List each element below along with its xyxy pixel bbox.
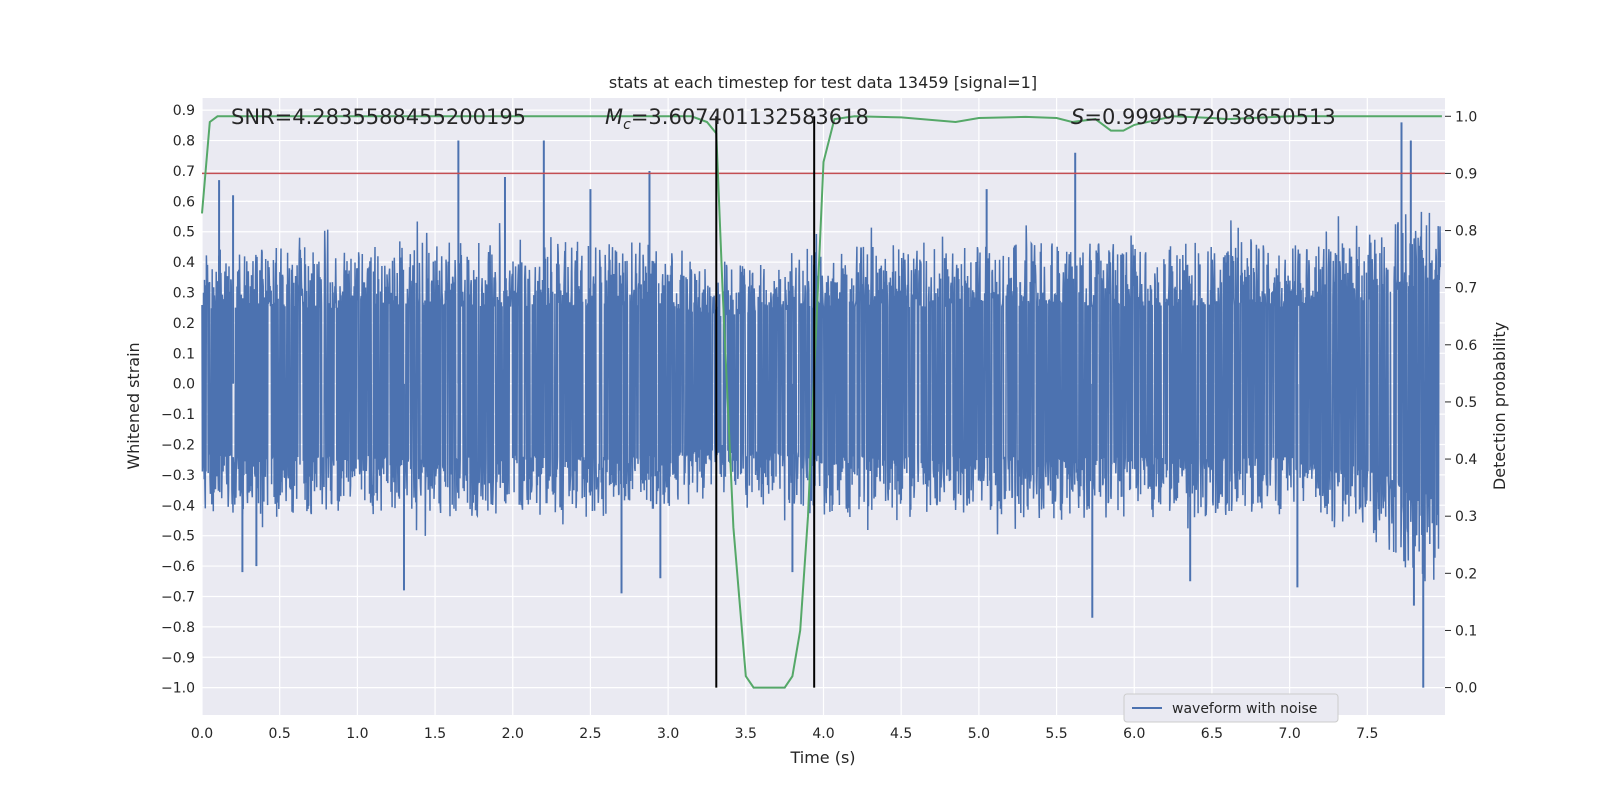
score-value: =0.9999572038650513 (1084, 105, 1335, 129)
y-axis-ticks: −1.0 −0.9 −0.8 −0.7 −0.6 −0.5 −0.4 −0.3 −0.2 −0.1… (161, 103, 195, 696)
x-tick-label-5: 2.5 (579, 726, 601, 742)
x-tick-label-10: 5.0 (968, 726, 990, 742)
score-symbol: S (1071, 105, 1084, 129)
y-tick-label-4: −0.6 (161, 559, 195, 575)
y-tick-label-0: −1.0 (161, 681, 195, 697)
x-axis-label: Time (s) (789, 748, 855, 767)
y2-tick-label-10: 1.0 (1455, 109, 1477, 125)
legend-box (1123, 693, 1339, 723)
x-tick-label-13: 6.5 (1201, 726, 1223, 742)
y2-tick-label-9: 0.9 (1455, 166, 1477, 182)
x-tick-label-11: 5.5 (1045, 726, 1067, 742)
x-tick-label-8: 4.0 (812, 726, 834, 742)
y-tick-label-13: 0.3 (173, 286, 195, 302)
trigger-lines (715, 116, 816, 688)
y-tick-label-2: −0.8 (161, 620, 195, 636)
y2-tick-label-0: 0.0 (1455, 681, 1477, 697)
probability-series (201, 115, 1442, 689)
x-tick-label-4: 2.0 (502, 726, 524, 742)
waveform-trace (201, 211, 1442, 582)
y-tick-label-7: −0.3 (161, 468, 195, 484)
y2-tick-label-5: 0.5 (1455, 395, 1477, 411)
y-tick-label-16: 0.6 (173, 194, 195, 210)
x-tick-label-12: 6.0 (1123, 726, 1145, 742)
y-tick-label-12: 0.2 (173, 316, 195, 332)
x-tick-label-14: 7.0 (1278, 726, 1300, 742)
y2-tick-label-8: 0.8 (1455, 224, 1477, 240)
legend: waveform with noise (1123, 693, 1339, 723)
y-tick-label-11: 0.1 (173, 346, 195, 362)
y2-tick-label-7: 0.7 (1455, 281, 1477, 297)
chart-title: stats at each timestep for test data 134… (609, 73, 1037, 92)
y-tick-label-19: 0.9 (173, 103, 195, 119)
chirp-mass-value: =3.607401132583618 (631, 105, 869, 129)
y-tick-label-9: −0.1 (161, 407, 195, 423)
y2-tick-label-4: 0.4 (1455, 452, 1477, 468)
legend-label-waveform: waveform with noise (1172, 701, 1317, 717)
x-tick-label-6: 3.0 (657, 726, 679, 742)
x-tick-label-15: 7.5 (1356, 726, 1378, 742)
chirp-mass-annotation: Mc=3.607401132583618 (605, 105, 869, 133)
y2-tick-label-3: 0.3 (1455, 509, 1477, 525)
x-tick-label-3: 1.5 (424, 726, 446, 742)
y2-tick-label-2: 0.2 (1455, 566, 1477, 582)
x-tick-label-1: 0.5 (269, 726, 291, 742)
y2-axis-ticks: 0.0 0.1 0.2 0.3 0.4 0.5 0.6 0.7 0.8 0.9 1.0 (1445, 109, 1477, 697)
score-annotation: S=0.9999572038650513 (1071, 105, 1336, 129)
chirp-mass-subscript: c (623, 117, 631, 133)
chirp-mass-symbol: M (605, 105, 623, 129)
y-tick-label-15: 0.5 (173, 225, 195, 241)
x-tick-label-2: 1.0 (346, 726, 368, 742)
y2-tick-label-6: 0.6 (1455, 338, 1477, 354)
y2-tick-label-1: 0.1 (1455, 623, 1477, 639)
x-tick-label-9: 4.5 (890, 726, 912, 742)
y-tick-label-1: −0.9 (161, 650, 195, 666)
x-axis-ticks: 0.0 0.5 1.0 1.5 2.0 2.5 3.0 3.5 4.0 4.5 5.0 5.5 6.0 6… (191, 726, 1379, 742)
y-axis-label: Whitened strain (124, 342, 143, 469)
y2-axis-label: Detection probability (1490, 322, 1509, 490)
y-tick-label-10: 0.0 (173, 377, 195, 393)
probability-line (201, 115, 1442, 689)
y-tick-label-6: −0.4 (161, 498, 195, 514)
waveform-series (201, 122, 1442, 688)
x-tick-label-0: 0.0 (191, 726, 213, 742)
x-tick-label-7: 3.5 (735, 726, 757, 742)
y-tick-label-3: −0.7 (161, 589, 195, 605)
snr-annotation: SNR=4.2835588455200195 (231, 105, 526, 129)
y-tick-label-8: −0.2 (161, 437, 195, 453)
y-tick-label-17: 0.7 (173, 164, 195, 180)
y-tick-label-5: −0.5 (161, 529, 195, 545)
y-tick-label-18: 0.8 (173, 134, 195, 150)
y-tick-label-14: 0.4 (173, 255, 195, 271)
